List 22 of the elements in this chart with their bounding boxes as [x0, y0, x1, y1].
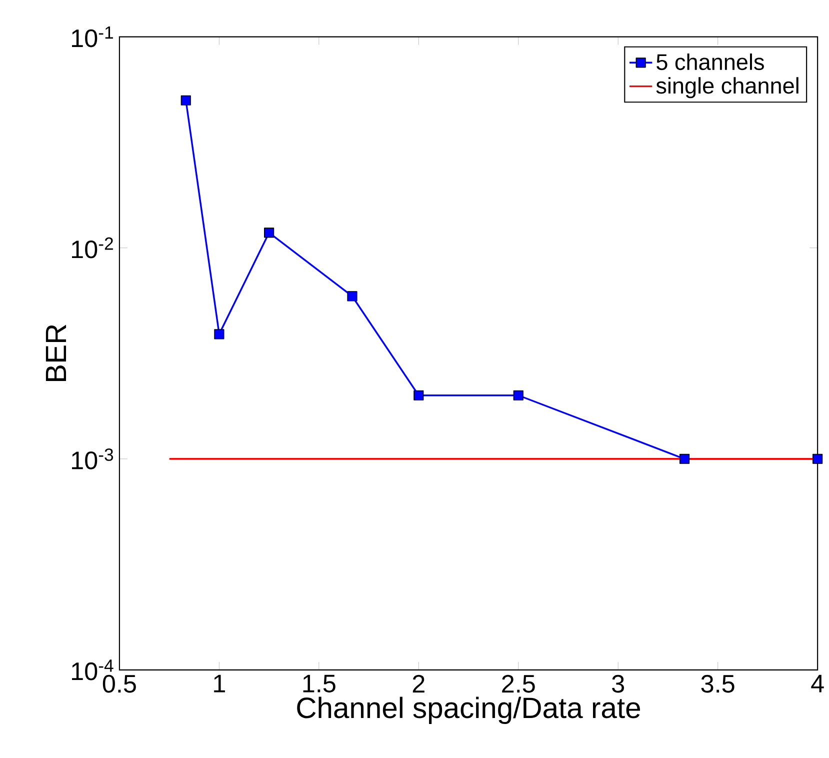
point: [679, 454, 690, 464]
y-tick-label: 10$^{-1}$: [72, 26, 113, 48]
x-tick-label: 1.5: [303, 675, 336, 693]
y-tick-label: 10$^{-3}$: [72, 448, 114, 470]
legend-label: single channel: [656, 77, 798, 98]
x-tick-label: 2: [412, 675, 424, 693]
x-tick-label: 3: [612, 675, 624, 693]
x-tick-label: 4: [811, 675, 824, 692]
point: [214, 329, 224, 340]
y-tick-label: 10$^{-2}$: [72, 238, 113, 259]
point: [812, 454, 823, 464]
x-tick-label: 2.5: [502, 675, 535, 693]
point: [264, 228, 274, 238]
point: [180, 96, 191, 106]
x-tick-label: 1: [214, 675, 225, 692]
point: [513, 390, 524, 401]
point: [414, 390, 424, 401]
x-axis-title: Channel spacing/Data rate: [297, 697, 640, 724]
legend-label: 5 channels: [656, 54, 764, 70]
x-tick-label: 3.5: [701, 675, 734, 693]
y-axis-title: BER: [46, 324, 66, 382]
point: [347, 291, 358, 302]
